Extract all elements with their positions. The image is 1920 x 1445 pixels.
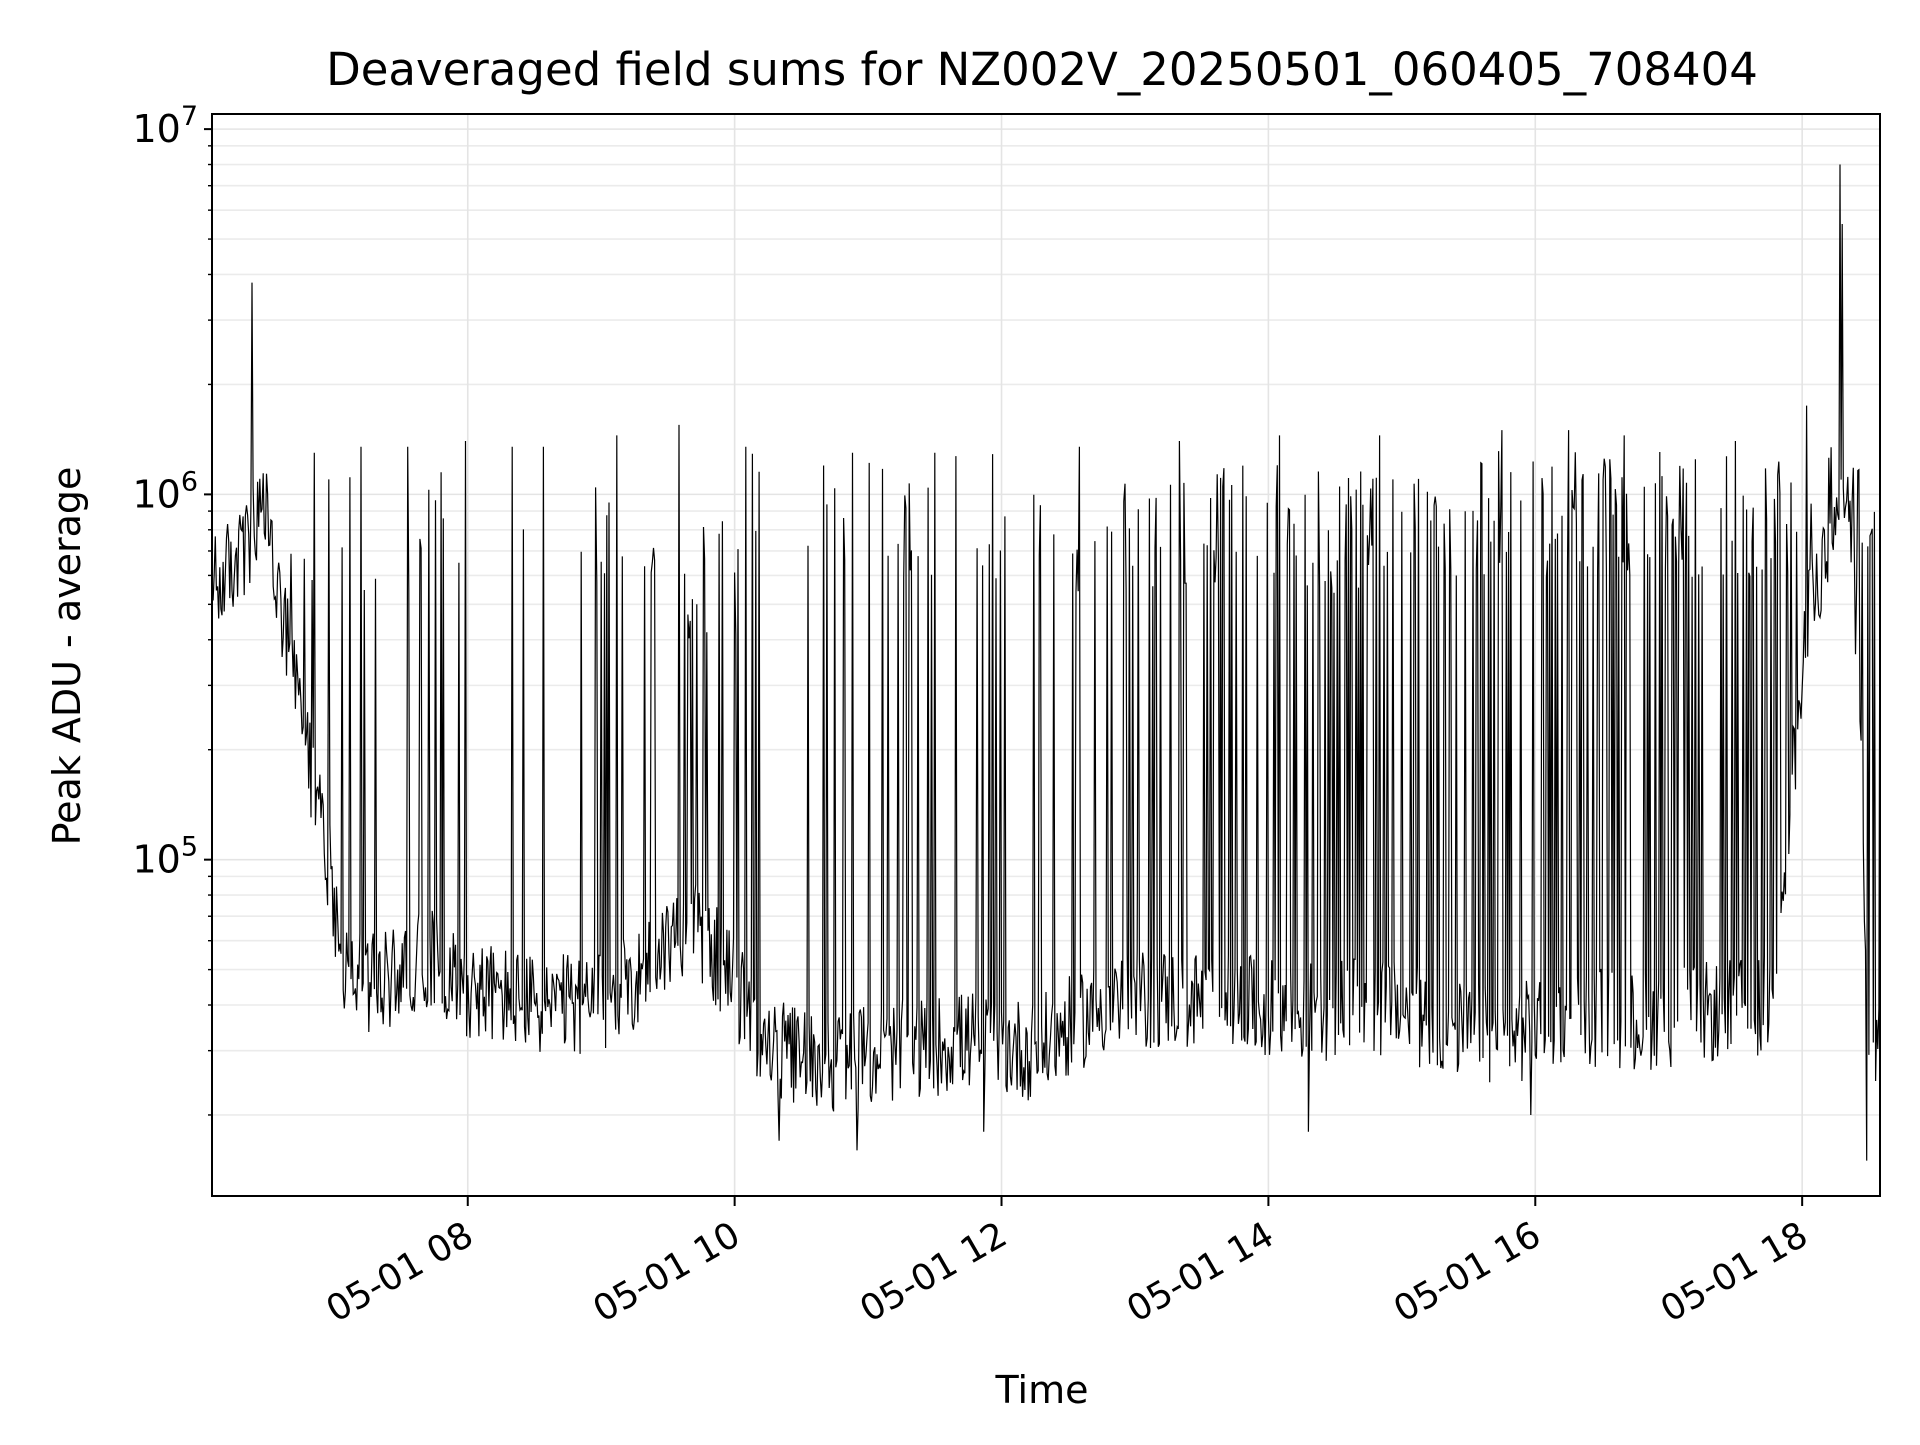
y-tick-label-exponent: 7 — [181, 101, 198, 132]
y-tick-label-base: 10 — [132, 107, 180, 151]
series-line-peak-adu — [211, 164, 1881, 1161]
x-axis-label: Time — [995, 1368, 1089, 1412]
plot-layer — [211, 164, 1881, 1161]
y-axis-label: Peak ADU - average — [45, 467, 89, 846]
y-tick-label: 106 — [132, 466, 198, 516]
chart-title: Deaveraged field sums for NZ002V_2025050… — [326, 43, 1758, 96]
y-tick-label-base: 10 — [132, 472, 180, 516]
y-tick-label: 105 — [132, 832, 198, 882]
y-tick-label-exponent: 6 — [181, 466, 198, 497]
y-tick-label-exponent: 5 — [181, 832, 198, 863]
y-tick-label: 107 — [132, 101, 198, 151]
y-tick-label-base: 10 — [132, 838, 180, 882]
plot-frame — [211, 113, 1881, 1197]
grid-layer — [212, 114, 1880, 1196]
